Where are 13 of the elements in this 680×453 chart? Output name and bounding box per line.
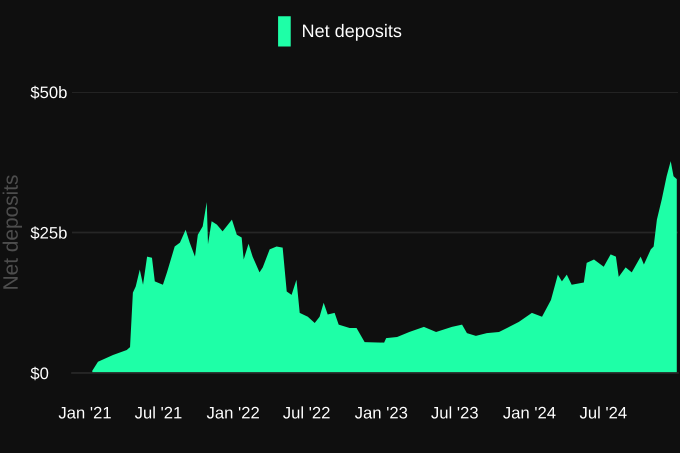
y-tick-label: $25b	[30, 226, 67, 240]
x-tick-label: Jul '22	[283, 406, 330, 419]
x-tick-label: Jul '24	[580, 406, 627, 419]
x-tick-label: Jul '23	[431, 406, 478, 419]
y-axis-title: Net deposits	[2, 175, 22, 289]
y-tick-label: $50b	[30, 86, 67, 100]
x-tick-label: Jan '21	[58, 406, 111, 419]
x-tick-label: Jan '24	[503, 406, 556, 419]
y-tick-label: $0	[30, 366, 48, 380]
legend-label: Net deposits	[303, 24, 402, 41]
x-tick-label: Jan '23	[354, 406, 408, 419]
x-tick-label: Jul '21	[134, 406, 182, 419]
x-tick-label: Jan '22	[206, 406, 259, 419]
